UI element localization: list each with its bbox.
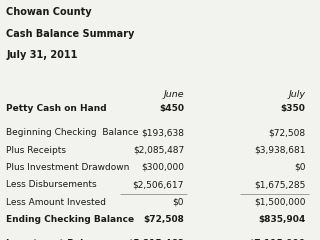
Text: Chowan County: Chowan County [6, 7, 92, 17]
Text: $1,500,000: $1,500,000 [254, 198, 306, 207]
Text: $350: $350 [281, 104, 306, 114]
Text: $7,115,999: $7,115,999 [248, 239, 306, 240]
Text: Beginning Checking  Balance: Beginning Checking Balance [6, 128, 139, 137]
Text: $0: $0 [172, 198, 184, 207]
Text: Cash Balance Summary: Cash Balance Summary [6, 29, 135, 39]
Text: Petty Cash on Hand: Petty Cash on Hand [6, 104, 107, 114]
Text: $1,675,285: $1,675,285 [254, 180, 306, 189]
Text: June: June [164, 90, 184, 99]
Text: Ending Checking Balance: Ending Checking Balance [6, 215, 134, 224]
Text: $2,085,487: $2,085,487 [133, 146, 184, 155]
Text: $0: $0 [294, 163, 306, 172]
Text: $72,508: $72,508 [143, 215, 184, 224]
Text: July 31, 2011: July 31, 2011 [6, 50, 78, 60]
Text: July: July [289, 90, 306, 99]
Text: $72,508: $72,508 [268, 128, 306, 137]
Text: Less Disbursements: Less Disbursements [6, 180, 97, 189]
Text: $5,815,468: $5,815,468 [127, 239, 184, 240]
Text: $193,638: $193,638 [141, 128, 184, 137]
Text: $300,000: $300,000 [141, 163, 184, 172]
Text: $2,506,617: $2,506,617 [132, 180, 184, 189]
Text: Plus Investment Drawdown: Plus Investment Drawdown [6, 163, 130, 172]
Text: Plus Receipts: Plus Receipts [6, 146, 67, 155]
Text: Investment Balances: Investment Balances [6, 239, 113, 240]
Text: Less Amount Invested: Less Amount Invested [6, 198, 106, 207]
Text: $3,938,681: $3,938,681 [254, 146, 306, 155]
Text: $450: $450 [159, 104, 184, 114]
Text: $835,904: $835,904 [258, 215, 306, 224]
